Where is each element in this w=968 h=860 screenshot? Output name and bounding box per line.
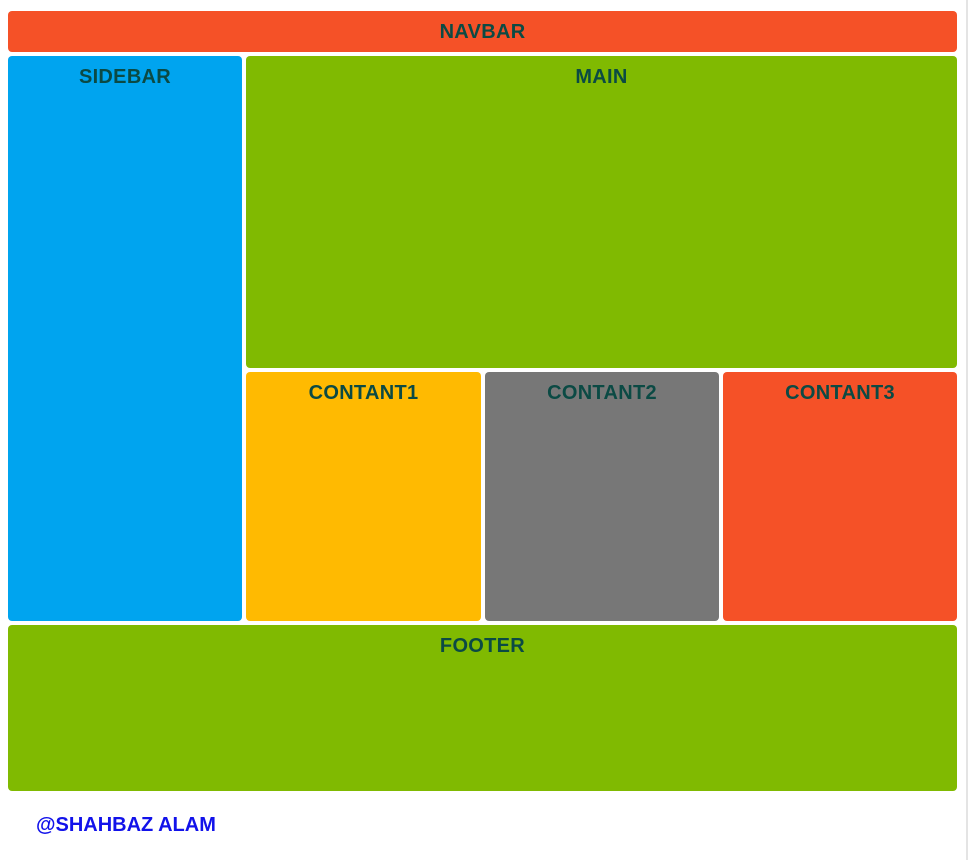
navbar-label: NAVBAR (439, 21, 526, 43)
sidebar-label: SIDEBAR (78, 66, 172, 88)
footer-block: FOOTER (8, 625, 957, 791)
content1-block: CONTANT1 (246, 372, 481, 621)
content3-label: CONTANT3 (785, 382, 895, 404)
content2-block: CONTANT2 (485, 372, 719, 621)
main-label: MAIN (575, 66, 628, 88)
navbar-block: NAVBAR (8, 11, 957, 52)
content3-block: CONTANT3 (723, 372, 957, 621)
scrollbar-edge (966, 0, 968, 860)
content1-label: CONTANT1 (308, 382, 419, 404)
content2-label: CONTANT2 (547, 382, 657, 404)
sidebar-block: SIDEBAR (8, 56, 242, 621)
footer-label: FOOTER (439, 635, 526, 657)
main-block: MAIN (246, 56, 957, 368)
author-credit: @SHAHBAZ ALAM (36, 814, 216, 836)
